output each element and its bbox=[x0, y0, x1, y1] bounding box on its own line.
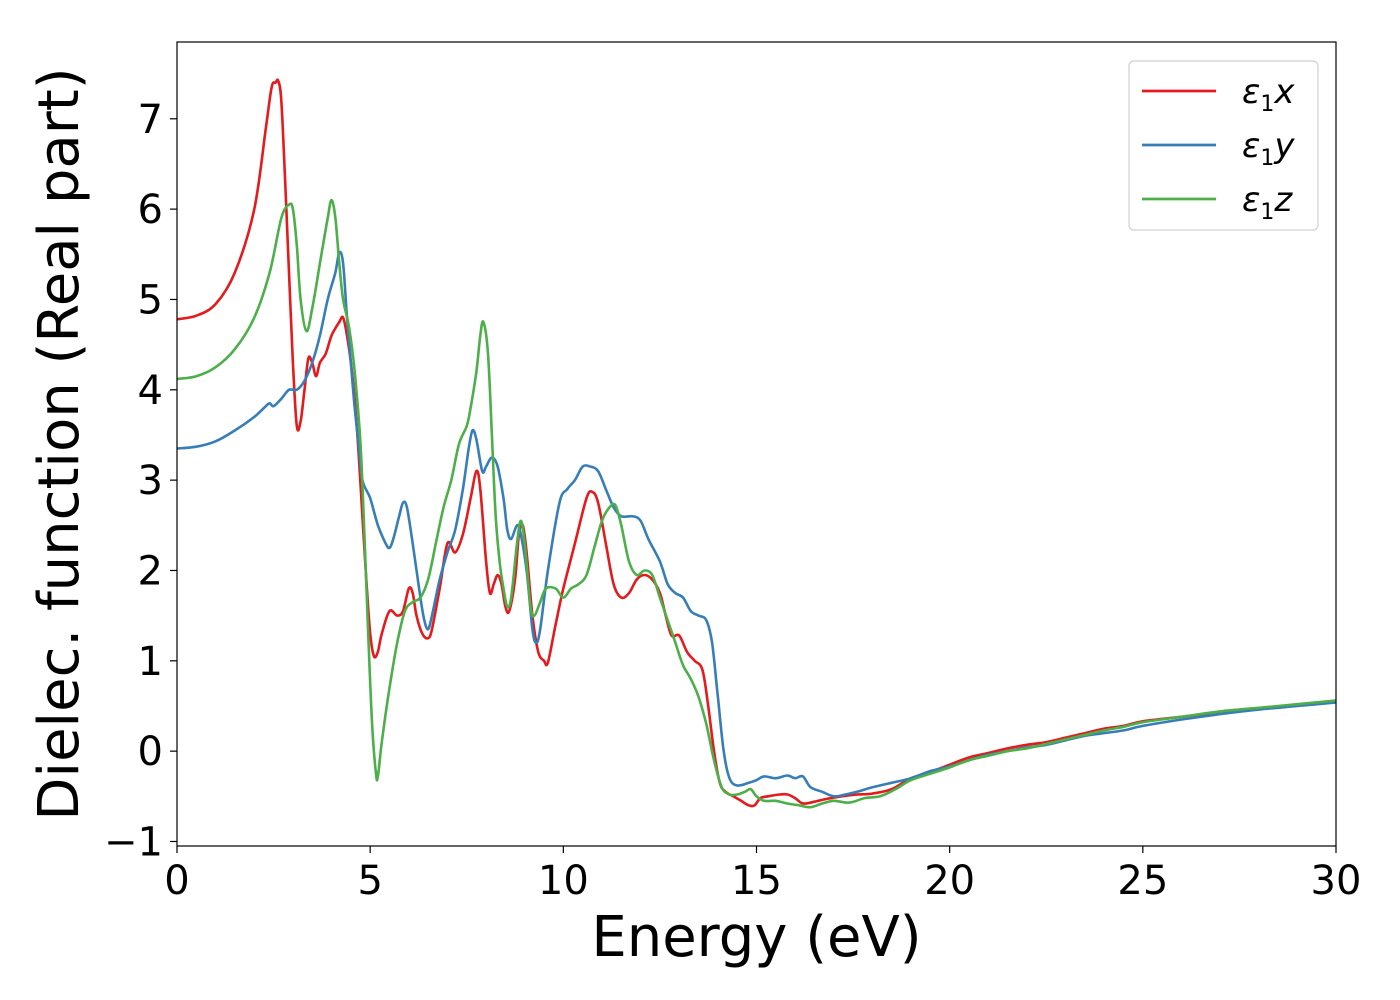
legend-label-z: ε1z bbox=[1242, 180, 1293, 225]
x-tick-label: 0 bbox=[164, 858, 189, 904]
x-tick-label: 10 bbox=[538, 858, 589, 904]
x-tick-label: 5 bbox=[357, 858, 382, 904]
x-axis-label: Energy (eV) bbox=[591, 905, 921, 970]
y-axis-ticks: −1 0 1 2 3 4 5 6 7 bbox=[104, 97, 177, 865]
y-tick-label: 2 bbox=[138, 548, 163, 594]
x-tick-label: 25 bbox=[1117, 858, 1168, 904]
x-axis-ticks: 0 5 10 15 20 25 30 bbox=[164, 846, 1361, 904]
series-layer bbox=[177, 78, 1336, 809]
y-tick-label: 5 bbox=[138, 277, 163, 323]
x-tick-label: 30 bbox=[1311, 858, 1362, 904]
y-tick-label: 7 bbox=[138, 97, 163, 143]
x-tick-label: 20 bbox=[924, 858, 975, 904]
y-tick-label: 0 bbox=[138, 729, 163, 775]
y-axis-label: Dielec. function (Real part) bbox=[27, 67, 92, 820]
legend-box bbox=[1128, 60, 1319, 231]
y-tick-label: 6 bbox=[138, 187, 163, 233]
y-tick-label: 3 bbox=[138, 458, 163, 504]
series-line-z bbox=[177, 198, 1336, 809]
legend: ε1x ε1y ε1z bbox=[1128, 60, 1319, 231]
legend-label-y: ε1y bbox=[1242, 126, 1295, 171]
legend-label-x: ε1x bbox=[1242, 72, 1295, 117]
x-tick-label: 15 bbox=[731, 858, 782, 904]
y-tick-label: −1 bbox=[104, 819, 163, 865]
series-line-y bbox=[177, 250, 1336, 798]
y-tick-label: 4 bbox=[138, 368, 163, 414]
y-tick-label: 1 bbox=[138, 639, 163, 685]
